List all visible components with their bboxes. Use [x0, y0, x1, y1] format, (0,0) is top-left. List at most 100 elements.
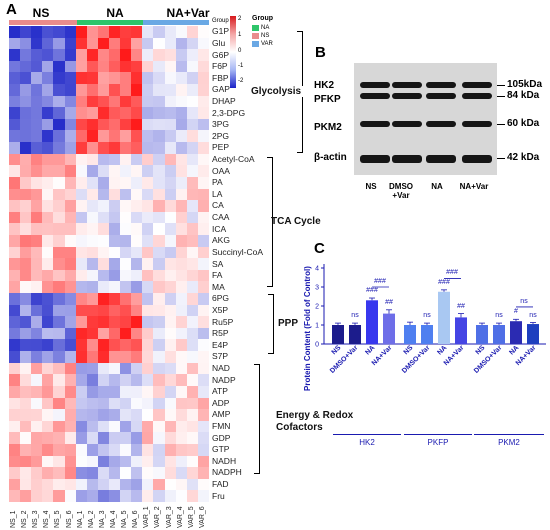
- heatmap-cell: [86, 374, 99, 387]
- heatmap-cell: [31, 118, 43, 131]
- heatmap-cell: [197, 246, 210, 259]
- heatmap-row-label: GAP: [212, 84, 230, 95]
- heatmap-cell: [97, 490, 110, 503]
- heatmap-column-label: NA_5: [121, 510, 129, 528]
- heatmap-cell: [197, 455, 210, 468]
- heatmap-cell: [9, 443, 21, 457]
- heatmap-cell: [31, 72, 43, 85]
- heatmap-cell: [86, 443, 99, 457]
- heatmap-cell: [20, 304, 32, 317]
- heatmap-cell: [131, 153, 143, 166]
- heatmap-cell: [31, 153, 43, 166]
- significance-label: ns: [529, 311, 537, 319]
- heatmap-column-label: NA_2: [87, 510, 95, 528]
- heatmap-cell: [53, 362, 66, 375]
- heatmap-cell: [64, 420, 77, 433]
- heatmap-cell: [31, 339, 43, 352]
- heatmap-cell: [86, 467, 99, 480]
- heatmap-cell: [42, 165, 54, 178]
- heatmap-cell: [42, 107, 54, 120]
- heatmap-cell: [175, 455, 188, 468]
- heatmap-column-label: VAR_2: [154, 506, 162, 528]
- heatmap-cell: [109, 362, 121, 375]
- heatmap-cell: [86, 49, 99, 62]
- heatmap-cell: [31, 443, 43, 457]
- heatmap-cell: [64, 258, 77, 271]
- heatmap-cell: [142, 362, 154, 375]
- heatmap-cell: [20, 211, 32, 224]
- heatmap-cell: [86, 420, 99, 433]
- group-legend: NA NS VAR: [252, 24, 273, 48]
- heatmap-cell: [164, 211, 177, 224]
- heatmap-cell: [97, 142, 110, 155]
- heatmap-cell: [53, 351, 66, 364]
- heatmap-cell: [97, 49, 110, 62]
- heatmap-cell: [97, 443, 110, 457]
- heatmap-cell: [42, 443, 54, 457]
- x-category-label: NS: [403, 344, 415, 356]
- size-label-42: 42 kDa: [507, 152, 540, 163]
- heatmap-cell: [20, 316, 32, 329]
- heatmap-cell: [64, 60, 77, 73]
- heatmap-row-label: F6P: [212, 61, 228, 72]
- heatmap-cell: [164, 281, 177, 294]
- significance-label: ns: [520, 297, 528, 305]
- heatmap-cell: [31, 351, 43, 364]
- heatmap-cell: [42, 130, 54, 143]
- heatmap-cell: [20, 443, 32, 457]
- heatmap-cell: [164, 478, 177, 491]
- heatmap-cell: [64, 327, 77, 340]
- heatmap-cell: [109, 37, 121, 50]
- heatmap-cell: [109, 385, 121, 398]
- heatmap-row-label: E4P: [212, 339, 229, 350]
- heatmap-cell: [164, 339, 177, 352]
- bar: [383, 313, 395, 344]
- heatmap-cell: [97, 362, 110, 375]
- heatmap-cell: [86, 351, 99, 364]
- heatmap-cell: [86, 455, 99, 468]
- heatmap-cell: [97, 200, 110, 213]
- heatmap-cell: [120, 130, 132, 143]
- heatmap-row-label: OAA: [212, 165, 230, 176]
- heatmap-cell: [97, 409, 110, 422]
- heatmap-cell: [97, 467, 110, 480]
- heatmap-cell: [75, 84, 88, 97]
- heatmap-cell: [131, 60, 143, 73]
- heatmap-cell: [53, 188, 66, 201]
- heatmap-cell: [186, 176, 199, 190]
- heatmap-cell: [142, 107, 154, 120]
- heatmap-cell: [186, 223, 199, 236]
- heatmap-row-label: 6PG: [212, 293, 230, 304]
- blot-band: [392, 121, 422, 127]
- heatmap-cell: [97, 26, 110, 39]
- heatmap-cell: [53, 176, 66, 190]
- size-label-105: 105kDa: [507, 79, 543, 90]
- heatmap-cell: [197, 281, 210, 294]
- heatmap-cell: [97, 351, 110, 364]
- heatmap-cell: [131, 107, 143, 120]
- heatmap-column-label: NS_1: [10, 510, 17, 528]
- heatmap-cell: [175, 142, 188, 155]
- heatmap-row-label: Glu: [212, 37, 226, 48]
- heatmap-cell: [64, 211, 77, 224]
- legend-item-ns: NS: [252, 32, 273, 40]
- heatmap-cell: [131, 258, 143, 271]
- heatmap-cell: [153, 374, 166, 387]
- heatmap-cell: [109, 374, 121, 387]
- bar: [527, 324, 539, 344]
- heatmap-row-label: 3PG: [212, 119, 230, 130]
- heatmap-column-label: NA_6: [132, 510, 140, 528]
- heatmap-cell: [142, 316, 154, 329]
- heatmap-cell: [75, 246, 88, 259]
- heatmap-cell: [75, 95, 88, 108]
- y-tick-label: 4: [315, 266, 319, 273]
- heatmap-row-label: S7P: [212, 351, 229, 362]
- heatmap-cell: [31, 130, 43, 143]
- heatmap-cell: [186, 397, 199, 410]
- size-tick-84: [497, 96, 505, 97]
- heatmap-cell: [53, 327, 66, 340]
- heatmap-cell: [20, 72, 32, 85]
- protein-label-pfkp: PFKP: [314, 94, 341, 105]
- heatmap-cell: [53, 95, 66, 108]
- heatmap-cell: [86, 327, 99, 340]
